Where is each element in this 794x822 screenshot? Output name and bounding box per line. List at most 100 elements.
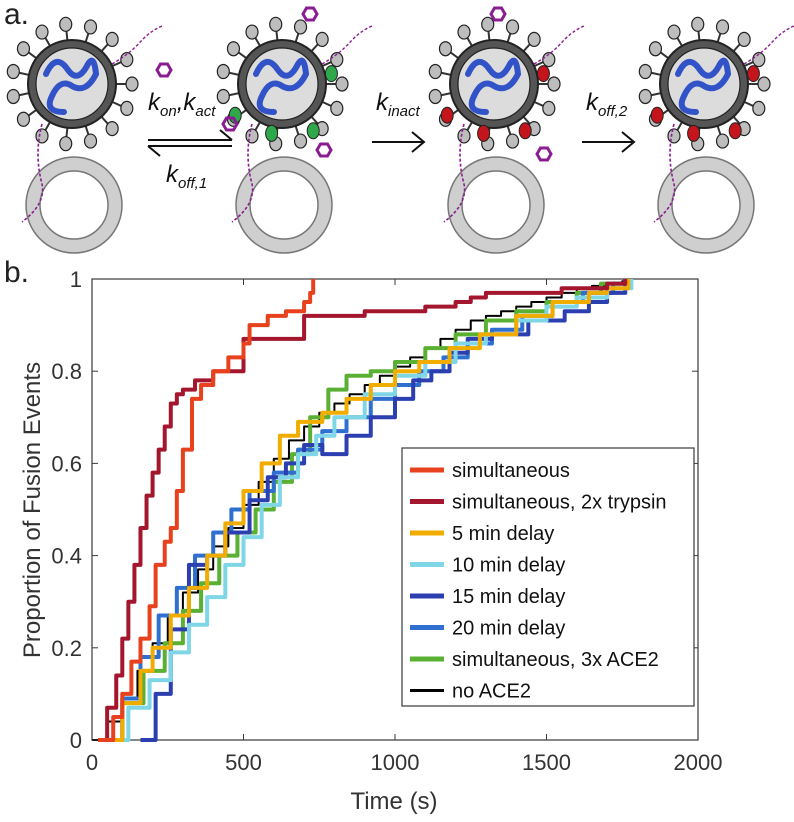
spike-protein <box>35 24 49 40</box>
transition-bind: kon,kact koff,1 <box>147 89 233 192</box>
viral-rna <box>675 57 732 115</box>
spike-protein <box>481 16 495 32</box>
spike-protein <box>438 41 453 57</box>
spike-protein <box>737 31 751 48</box>
legend-label: simultaneous, 3x ACE2 <box>452 649 659 671</box>
spike-protein <box>638 63 652 80</box>
spike-protein <box>16 111 31 127</box>
kinact-k: k <box>376 89 390 116</box>
spike-protein <box>120 51 134 68</box>
spike-protein <box>83 19 98 35</box>
activated-site <box>650 106 664 124</box>
x-tick-label: 0 <box>86 750 98 775</box>
spike-protein <box>216 88 230 105</box>
series-line-ace2 <box>101 279 628 742</box>
spike-protein <box>269 16 283 32</box>
koff2-sub: off,2 <box>598 103 628 120</box>
kinact-sub: inact <box>388 103 421 120</box>
activated-site <box>477 124 491 142</box>
tether-strand <box>21 123 44 223</box>
series-line-trypsin <box>98 279 628 742</box>
spike-protein <box>542 100 556 117</box>
spike-protein <box>752 51 766 68</box>
spike-protein <box>757 76 771 92</box>
spike-protein <box>226 41 241 57</box>
svg-text:kinact: kinact <box>376 89 421 120</box>
kon-sub: on <box>160 103 177 120</box>
y-tick-label: 0.6 <box>51 451 82 476</box>
activated-site <box>728 122 742 140</box>
x-tick-label: 500 <box>225 750 262 775</box>
spike-protein <box>125 76 139 92</box>
series-layer <box>92 279 634 742</box>
spike-protein <box>105 31 119 48</box>
spike-protein <box>315 31 329 48</box>
x-tick-label: 1500 <box>522 750 571 775</box>
protease-ligand <box>221 116 239 132</box>
spike-protein <box>83 133 98 149</box>
spike-protein <box>547 76 561 92</box>
virion-state-4 <box>638 16 794 254</box>
protease-ligand <box>315 142 333 158</box>
tick-layer: 0 500 1000 1500 2000 0 0.2 0.4 0.6 0.8 1 <box>51 267 722 775</box>
panel-b-label: b. <box>4 256 30 289</box>
y-tick-label: 1 <box>70 267 82 292</box>
x-axis-label: Time (s) <box>350 788 437 815</box>
virion-state-1 <box>6 16 173 254</box>
spike-protein <box>457 128 471 144</box>
spike-protein <box>330 100 344 117</box>
spike-protein <box>505 19 520 35</box>
legend-label: no ACE2 <box>452 681 531 703</box>
spike-protein <box>648 41 663 57</box>
protease-ligand <box>155 62 173 78</box>
y-tick-label: 0 <box>70 728 82 753</box>
spike-protein <box>293 19 308 35</box>
legend-label: 10 min delay <box>452 555 565 577</box>
koff2-k: k <box>586 89 600 116</box>
series-line-delay10 <box>104 279 634 742</box>
spike-protein <box>59 16 73 32</box>
spike-protein <box>667 24 681 40</box>
legend-label: 15 min delay <box>452 586 565 608</box>
activated-site <box>536 65 550 83</box>
x-tick-label: 1000 <box>371 750 420 775</box>
activated-site <box>440 106 454 124</box>
transition-release: koff,2 <box>582 89 636 153</box>
legend: simultaneous simultaneous, 2x trypsin 5 mi… <box>401 447 695 707</box>
transition-inactivate: kinact <box>372 89 426 153</box>
virion-state-2 <box>216 6 373 254</box>
series-line-simultaneous <box>98 279 316 742</box>
x-tick-label: 2000 <box>674 750 723 775</box>
spike-protein <box>330 51 344 68</box>
protease-ligand <box>301 6 319 22</box>
activated-site <box>518 122 532 140</box>
y-axis-label: Proportion of Fusion Events <box>19 362 46 658</box>
tether-strand <box>231 123 254 223</box>
protease-ligand <box>489 6 507 22</box>
koff1-k: k <box>166 161 180 188</box>
y-tick-label: 0.4 <box>51 544 82 569</box>
spike-protein <box>6 88 20 105</box>
legend-label: 5 min delay <box>452 523 554 545</box>
spike-protein <box>752 100 766 117</box>
protease-ligand <box>535 146 553 162</box>
activated-site <box>746 65 760 83</box>
virion-state-3 <box>428 6 585 254</box>
spike-protein <box>293 133 308 149</box>
spike-protein <box>505 133 520 149</box>
series-line-noace2 <box>92 279 630 741</box>
tether-strand <box>653 123 676 223</box>
kon-k: k <box>148 89 162 116</box>
series-line-delay5 <box>101 279 631 742</box>
spike-protein <box>335 76 349 92</box>
spike-protein <box>245 24 259 40</box>
activated-site <box>687 124 701 142</box>
spike-protein <box>16 41 31 57</box>
panel-a-label: a. <box>4 0 30 31</box>
svg-text:kon,kact: kon,kact <box>148 89 216 120</box>
spike-protein <box>35 128 49 144</box>
viral-rna <box>253 57 310 115</box>
kact-sub: act <box>195 103 216 120</box>
viral-rna <box>43 57 100 115</box>
